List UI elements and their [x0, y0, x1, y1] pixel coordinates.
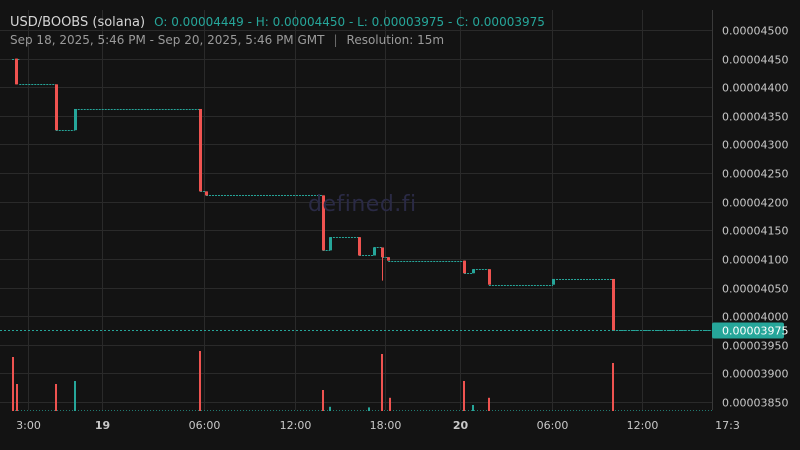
last-price-badge-bg — [712, 322, 784, 339]
x-tick-label: 18:00 — [370, 419, 402, 432]
candle-body — [199, 108, 202, 192]
last-price-badge-label: 0.00003975 — [722, 325, 788, 338]
candle — [199, 108, 202, 192]
x-tick-label: 12:00 — [627, 419, 659, 432]
volume-bar — [389, 397, 391, 411]
candle — [15, 58, 18, 85]
y-tick-label: 0.00003900 — [722, 368, 788, 381]
x-tick-label: 20 — [453, 419, 469, 432]
volume-bar — [488, 397, 490, 411]
y-tick-label: 0.00004000 — [722, 311, 788, 324]
candles — [15, 58, 615, 331]
horizontal-gridlines — [0, 30, 712, 403]
y-tick-label: 0.00004100 — [722, 254, 788, 267]
date-range: Sep 18, 2025, 5:46 PM - Sep 20, 2025, 5:… — [10, 33, 325, 47]
candle-body — [74, 108, 77, 131]
candle-body — [381, 247, 384, 258]
candle-body — [612, 278, 615, 331]
ohlc-readout: O: 0.00004449 - H: 0.00004450 - L: 0.000… — [154, 15, 545, 29]
candle-body — [55, 84, 58, 131]
candle — [552, 278, 555, 285]
y-tick-label: 0.00004300 — [722, 139, 788, 152]
volume-bar — [472, 405, 474, 411]
volume-bar — [368, 407, 370, 411]
chart-subheader: Sep 18, 2025, 5:46 PM - Sep 20, 2025, 5:… — [10, 33, 444, 47]
y-tick-label: 0.00003850 — [722, 397, 788, 410]
candle-body — [205, 191, 208, 196]
volume-bar — [16, 384, 18, 411]
volume-bar — [381, 354, 383, 411]
candle-body — [329, 237, 332, 251]
candle — [322, 195, 325, 251]
y-tick-label: 0.00004050 — [722, 283, 788, 296]
x-tick-label: 19 — [95, 419, 110, 432]
candle — [55, 84, 58, 131]
candle — [205, 191, 208, 196]
y-tick-label: 0.00004450 — [722, 54, 788, 67]
candle — [463, 260, 466, 274]
candle — [381, 247, 384, 281]
candle-body — [552, 278, 555, 285]
volume-bar — [329, 406, 331, 411]
candle — [488, 269, 491, 285]
candle-body — [15, 58, 18, 85]
candle-body — [373, 247, 376, 256]
volume-bar — [12, 357, 14, 411]
candle — [373, 247, 376, 256]
volume-bar — [74, 381, 76, 411]
y-tick-label: 0.00004500 — [722, 25, 788, 38]
y-tick-label: 0.00004150 — [722, 225, 788, 238]
volume-bar — [612, 363, 614, 411]
resolution-label[interactable]: Resolution: 15m — [346, 33, 445, 47]
y-tick-label: 0.00004350 — [722, 111, 788, 124]
price-axis[interactable]: 0.00004500 0.00004450 0.00004400 0.00004350… — [722, 25, 788, 410]
chart-header: USD/BOOBS (solana) O: 0.00004449 - H: 0.… — [10, 11, 545, 30]
y-tick-label: 0.00004200 — [722, 197, 788, 210]
y-tick-label: 0.00004250 — [722, 168, 788, 181]
volume-bars — [12, 351, 712, 411]
watermark: defined.fi — [308, 192, 417, 217]
volume-bar — [199, 351, 201, 411]
vertical-gridlines — [28, 10, 643, 410]
volume-bar — [463, 381, 465, 411]
time-axis[interactable]: 3:00 19 06:00 12:00 18:00 20 06:00 12:00 17:3 — [16, 419, 740, 432]
x-tick-label: 17:3 — [715, 419, 740, 432]
candle — [472, 269, 475, 274]
x-tick-label: 12:00 — [280, 419, 312, 432]
candle-body — [322, 195, 325, 251]
last-price-badge: 0.00003975 — [712, 322, 788, 339]
y-tick-label: 0.00003950 — [722, 340, 788, 353]
candle — [74, 108, 77, 131]
candle — [329, 237, 332, 251]
header-separator: | — [333, 33, 338, 47]
symbol-title: USD/BOOBS (solana) — [10, 15, 146, 30]
x-tick-label: 06:00 — [189, 419, 221, 432]
candle-body — [463, 260, 466, 274]
x-tick-label: 3:00 — [16, 419, 41, 432]
candle-body — [488, 269, 491, 285]
candle-body — [387, 257, 390, 261]
volume-bar — [55, 384, 57, 411]
volume-bar — [322, 390, 324, 411]
candle — [387, 257, 390, 261]
candle-body — [472, 269, 475, 274]
x-tick-label: 06:00 — [537, 419, 569, 432]
y-tick-label: 0.00004400 — [722, 82, 788, 95]
candle-body — [358, 237, 361, 256]
candle — [358, 237, 361, 256]
candle — [612, 278, 615, 331]
